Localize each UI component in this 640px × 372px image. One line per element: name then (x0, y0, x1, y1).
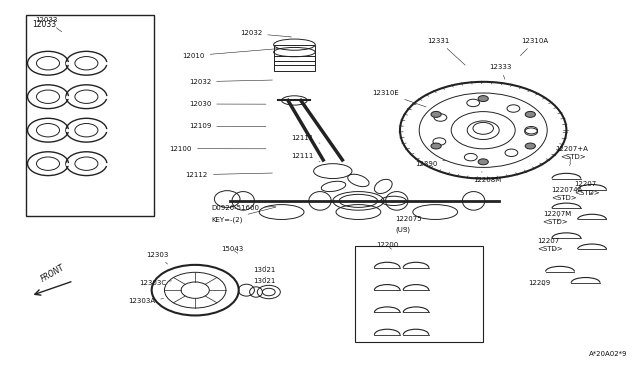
Text: 12112: 12112 (186, 172, 273, 178)
Text: 12032: 12032 (240, 31, 292, 37)
Text: D0926-51600: D0926-51600 (211, 205, 276, 211)
Text: 12207+A: 12207+A (556, 146, 588, 163)
Text: A*20A02*9: A*20A02*9 (589, 351, 627, 357)
Circle shape (478, 159, 488, 165)
Text: 12310E: 12310E (372, 90, 426, 107)
Circle shape (431, 111, 441, 118)
Text: 12010: 12010 (182, 49, 279, 59)
Text: 122075: 122075 (396, 217, 422, 229)
Bar (355, 246, 483, 342)
Text: 12111: 12111 (291, 153, 320, 162)
Text: 13021: 13021 (253, 277, 275, 284)
Text: 12208M: 12208M (474, 171, 502, 183)
Text: KEY=-(2): KEY=-(2) (211, 207, 276, 223)
Text: 12331: 12331 (428, 38, 465, 65)
Text: 12200: 12200 (376, 243, 399, 249)
Text: 12111: 12111 (291, 135, 320, 143)
Text: <STD>: <STD> (552, 195, 577, 201)
Text: 12100: 12100 (170, 146, 266, 152)
Text: 12390: 12390 (415, 160, 445, 167)
Circle shape (525, 143, 536, 149)
Text: 12032: 12032 (189, 79, 273, 85)
Text: 12303A: 12303A (128, 298, 164, 304)
Circle shape (478, 96, 488, 102)
Text: 12310A: 12310A (520, 38, 548, 56)
Text: <STD>: <STD> (543, 219, 568, 225)
Text: 12207: 12207 (538, 238, 560, 249)
Text: (US): (US) (396, 227, 410, 233)
Bar (26, 15, 154, 216)
Text: 12033: 12033 (35, 17, 62, 32)
Text: 12030: 12030 (189, 101, 266, 107)
Text: 15043: 15043 (221, 246, 243, 253)
Circle shape (525, 111, 536, 118)
Text: 12207: 12207 (574, 181, 596, 193)
Text: 12209: 12209 (528, 280, 550, 286)
Text: 12033: 12033 (32, 20, 56, 29)
Text: <STD>: <STD> (538, 246, 563, 252)
Text: 12303: 12303 (146, 252, 168, 264)
Text: <STD>: <STD> (574, 190, 600, 196)
Text: 12333: 12333 (490, 64, 512, 79)
Text: <STD>: <STD> (560, 154, 586, 166)
Text: 13021: 13021 (253, 266, 275, 273)
Circle shape (431, 143, 441, 149)
Text: 122074A: 122074A (552, 187, 583, 199)
Bar (274, 45, 316, 71)
Text: 12207M: 12207M (543, 211, 571, 217)
Text: 12109: 12109 (189, 124, 266, 129)
Text: 12303C: 12303C (140, 280, 172, 286)
Text: FRONT: FRONT (39, 263, 66, 283)
